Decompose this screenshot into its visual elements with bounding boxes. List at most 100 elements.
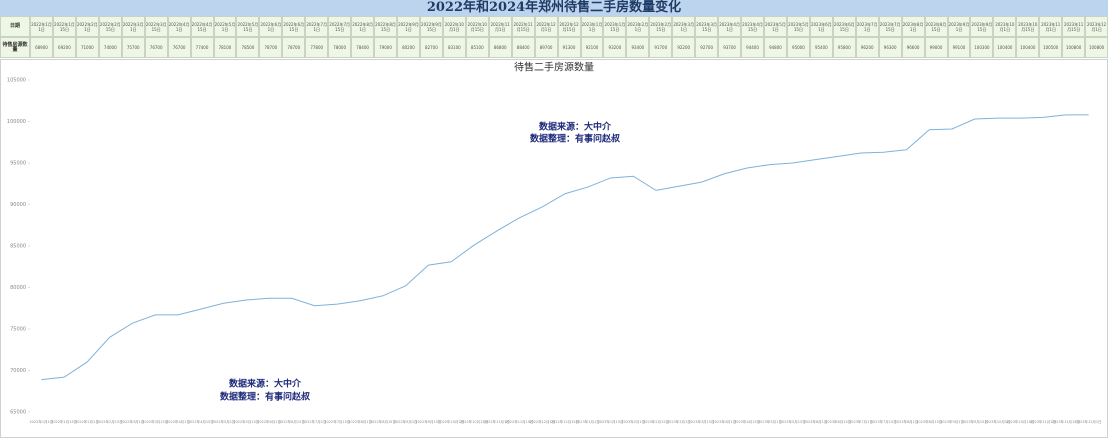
count-cell: 77800 bbox=[305, 37, 329, 58]
date-cell: 2022年3月1日 bbox=[121, 16, 145, 37]
count-cell: 99100 bbox=[947, 37, 971, 58]
x-tick-label: 2023年1月15日 bbox=[597, 419, 623, 424]
count-cell: 95800 bbox=[832, 37, 856, 58]
date-cell: 2023年7月15日 bbox=[878, 16, 902, 37]
row-label: 待售房源数量 bbox=[0, 37, 30, 58]
y-tick-label: 105000 bbox=[7, 78, 26, 84]
date-cell: 2023年2月15日 bbox=[649, 16, 673, 37]
date-cell: 2022年8月15日 bbox=[374, 16, 397, 37]
date-cell: 2023年8月15日 bbox=[924, 16, 948, 37]
date-cell: 2023年3月15日 bbox=[695, 16, 719, 37]
y-tick-label: 100000 bbox=[7, 119, 26, 125]
x-tick-label: 2023年2月15日 bbox=[643, 419, 669, 424]
x-tick-label: 2023年10月15日 bbox=[1006, 419, 1034, 424]
date-cell: 2022年9月1日 bbox=[397, 16, 420, 37]
count-cell: 94400 bbox=[741, 37, 764, 58]
chart-title: 待售二手房源数量 bbox=[514, 61, 594, 74]
date-cell: 2022年8月1日 bbox=[351, 16, 375, 37]
count-cell: 78100 bbox=[213, 37, 237, 58]
count-cell: 78400 bbox=[351, 37, 375, 58]
x-tick-label: 2022年7月15日 bbox=[324, 419, 350, 424]
x-tick-label: 2023年7月1日 bbox=[849, 419, 873, 424]
y-tick-label: 65000 bbox=[10, 410, 26, 416]
x-tick-label: 2022年10月15日 bbox=[460, 419, 488, 424]
count-cell: 71000 bbox=[75, 37, 99, 58]
count-cell: 85100 bbox=[465, 37, 489, 58]
x-tick-label: 2023年6月15日 bbox=[825, 419, 851, 424]
count-cell: 94800 bbox=[764, 37, 787, 58]
date-cell: 2023年6月15日 bbox=[832, 16, 856, 37]
x-tick-label: 2023年9月15日 bbox=[962, 419, 988, 424]
count-cell: 92200 bbox=[672, 37, 696, 58]
data-table: 日期 2022年1月1日 2022年1月15日 2022年2月1日 2022年2月15日… bbox=[0, 16, 1108, 58]
date-cell: 2023年7月1日 bbox=[855, 16, 879, 37]
date-cell: 2022年7月15日 bbox=[328, 16, 352, 37]
x-tick-label: 2023年1月1日 bbox=[576, 419, 600, 424]
x-tick-label: 2022年3月1日 bbox=[121, 419, 145, 424]
annotation: 数据整理：有事问赵叔 bbox=[530, 133, 621, 145]
date-cell: 2023年5月1日 bbox=[764, 16, 787, 37]
count-cell: 78700 bbox=[259, 37, 283, 58]
x-tick-label: 2022年11月1日 bbox=[484, 419, 510, 424]
date-cell: 2022年5月15日 bbox=[236, 16, 260, 37]
x-tick-label: 2023年5月1日 bbox=[758, 419, 782, 424]
x-tick-label: 2023年8月1日 bbox=[895, 419, 919, 424]
count-cell: 78700 bbox=[282, 37, 306, 58]
x-tick-label: 2023年10月1日 bbox=[985, 419, 1011, 424]
count-cell: 96300 bbox=[878, 37, 902, 58]
annotation: 数据来源：大中介 bbox=[539, 121, 612, 133]
row-label: 日期 bbox=[0, 16, 30, 37]
x-tick-label: 2022年3月15日 bbox=[142, 419, 168, 424]
date-cell: 2022年10月1日 bbox=[442, 16, 466, 37]
y-tick-label: 70000 bbox=[10, 368, 26, 374]
date-cell: 2022年3月15日 bbox=[144, 16, 168, 37]
x-tick-label: 2022年12月15日 bbox=[551, 419, 579, 424]
x-tick-label: 2022年9月1日 bbox=[394, 419, 418, 424]
count-cell: 96200 bbox=[855, 37, 879, 58]
x-tick-label: 2023年2月1日 bbox=[621, 419, 645, 424]
count-cell: 68900 bbox=[30, 37, 53, 58]
x-tick-label: 2023年4月15日 bbox=[734, 419, 760, 424]
count-cell: 75700 bbox=[121, 37, 145, 58]
date-cell: 2023年1月1日 bbox=[580, 16, 604, 37]
count-cell: 100800 bbox=[1085, 37, 1108, 58]
count-cell: 74000 bbox=[98, 37, 122, 58]
x-tick-label: 2022年12月1日 bbox=[529, 419, 555, 424]
count-cell: 93400 bbox=[626, 37, 650, 58]
date-cell: 2023年12月1日 bbox=[1085, 16, 1108, 37]
date-cell: 2022年10月15日 bbox=[465, 16, 489, 37]
count-cell: 100500 bbox=[1039, 37, 1063, 58]
count-cell: 95400 bbox=[809, 37, 833, 58]
x-tick-label: 2022年8月15日 bbox=[370, 419, 396, 424]
count-row: 待售房源数量 68900 69200 71000 74000 75700 76700 7670… bbox=[0, 37, 1108, 58]
series-line bbox=[41, 114, 1089, 381]
x-tick-label: 2023年11月15日 bbox=[1052, 419, 1080, 424]
count-cell: 89700 bbox=[534, 37, 558, 58]
x-tick-label: 2022年5月1日 bbox=[212, 419, 236, 424]
x-tick-label: 2023年11月1日 bbox=[1030, 419, 1056, 424]
x-tick-label: 2023年7月15日 bbox=[871, 419, 897, 424]
date-cell: 2023年2月1日 bbox=[626, 16, 650, 37]
sheet-title: 2022年和2024年郑州待售二手房数量变化 bbox=[0, 0, 1108, 16]
date-cell: 2023年3月1日 bbox=[672, 16, 696, 37]
count-cell: 93700 bbox=[718, 37, 742, 58]
y-tick-label: 85000 bbox=[10, 244, 26, 250]
annotation: 数据整理：有事问赵叔 bbox=[220, 391, 311, 403]
count-cell: 77400 bbox=[190, 37, 214, 58]
date-cell: 2023年5月15日 bbox=[786, 16, 810, 37]
date-cell: 2022年11月1日 bbox=[488, 16, 512, 37]
x-tick-label: 2023年8月15日 bbox=[916, 419, 942, 424]
date-cell: 2022年7月1日 bbox=[305, 16, 329, 37]
y-tick-label: 80000 bbox=[10, 285, 26, 291]
x-tick-label: 2022年2月1日 bbox=[75, 419, 99, 424]
count-cell: 93200 bbox=[603, 37, 627, 58]
count-cell: 92700 bbox=[695, 37, 719, 58]
x-tick-label: 2022年11月15日 bbox=[505, 419, 533, 424]
x-tick-label: 2022年4月1日 bbox=[166, 419, 190, 424]
date-cell: 2022年12月1日 bbox=[534, 16, 558, 37]
count-cell: 91700 bbox=[649, 37, 673, 58]
date-cell: 2023年9月15日 bbox=[970, 16, 994, 37]
date-cell: 2022年6月1日 bbox=[259, 16, 283, 37]
date-cell: 2023年4月15日 bbox=[741, 16, 764, 37]
y-tick-label: 90000 bbox=[10, 202, 26, 208]
